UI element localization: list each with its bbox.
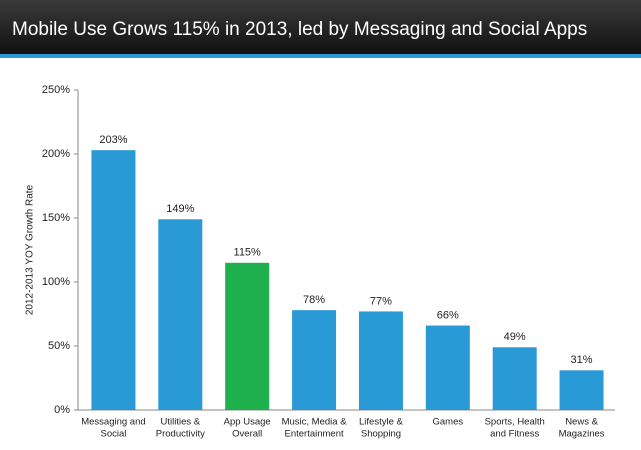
- value-label: 77%: [370, 295, 392, 307]
- x-tick-label: Magazines: [559, 429, 605, 440]
- bar: [559, 370, 604, 410]
- bar: [425, 325, 470, 410]
- x-tick-label: Shopping: [361, 429, 401, 440]
- x-tick-label: Entertainment: [284, 429, 344, 440]
- x-tick-label: Productivity: [156, 429, 205, 440]
- x-tick-label: and Fitness: [490, 429, 539, 440]
- y-tick-label: 150%: [42, 212, 70, 224]
- bar: [358, 311, 403, 410]
- x-tick-label: Overall: [232, 429, 262, 440]
- x-tick-label: Music, Media &: [282, 417, 348, 428]
- banner-rule: [0, 54, 641, 58]
- x-tick-label: App Usage: [224, 417, 271, 428]
- value-label: 78%: [303, 294, 325, 306]
- x-tick-label: Social: [101, 429, 127, 440]
- y-tick-label: 50%: [48, 340, 70, 352]
- x-tick-label: Utilities &: [161, 417, 201, 428]
- x-tick-label: Sports, Health: [485, 417, 545, 428]
- y-tick-label: 200%: [42, 148, 70, 160]
- y-tick-label: 100%: [42, 276, 70, 288]
- bar: [492, 347, 537, 410]
- bar: [292, 310, 337, 410]
- x-tick-label: Lifestyle &: [359, 417, 403, 428]
- x-tick-label: Messaging and: [81, 417, 145, 428]
- chart-title: Mobile Use Grows 115% in 2013, led by Me…: [12, 19, 587, 40]
- y-axis-label: 2012-2013 YOY Growth Rate: [25, 184, 36, 315]
- bar: [158, 219, 203, 410]
- y-tick-label: 250%: [42, 84, 70, 96]
- y-tick-label: 0%: [54, 404, 70, 416]
- bar: [91, 150, 136, 410]
- value-label: 203%: [99, 134, 127, 146]
- title-banner: [0, 0, 641, 54]
- bar: [225, 262, 270, 410]
- value-label: 66%: [437, 309, 459, 321]
- x-tick-label: Games: [433, 417, 464, 428]
- value-label: 49%: [504, 331, 526, 343]
- value-label: 31%: [571, 354, 593, 366]
- value-label: 149%: [166, 203, 194, 215]
- value-label: 115%: [234, 247, 262, 259]
- x-tick-label: News &: [565, 417, 598, 428]
